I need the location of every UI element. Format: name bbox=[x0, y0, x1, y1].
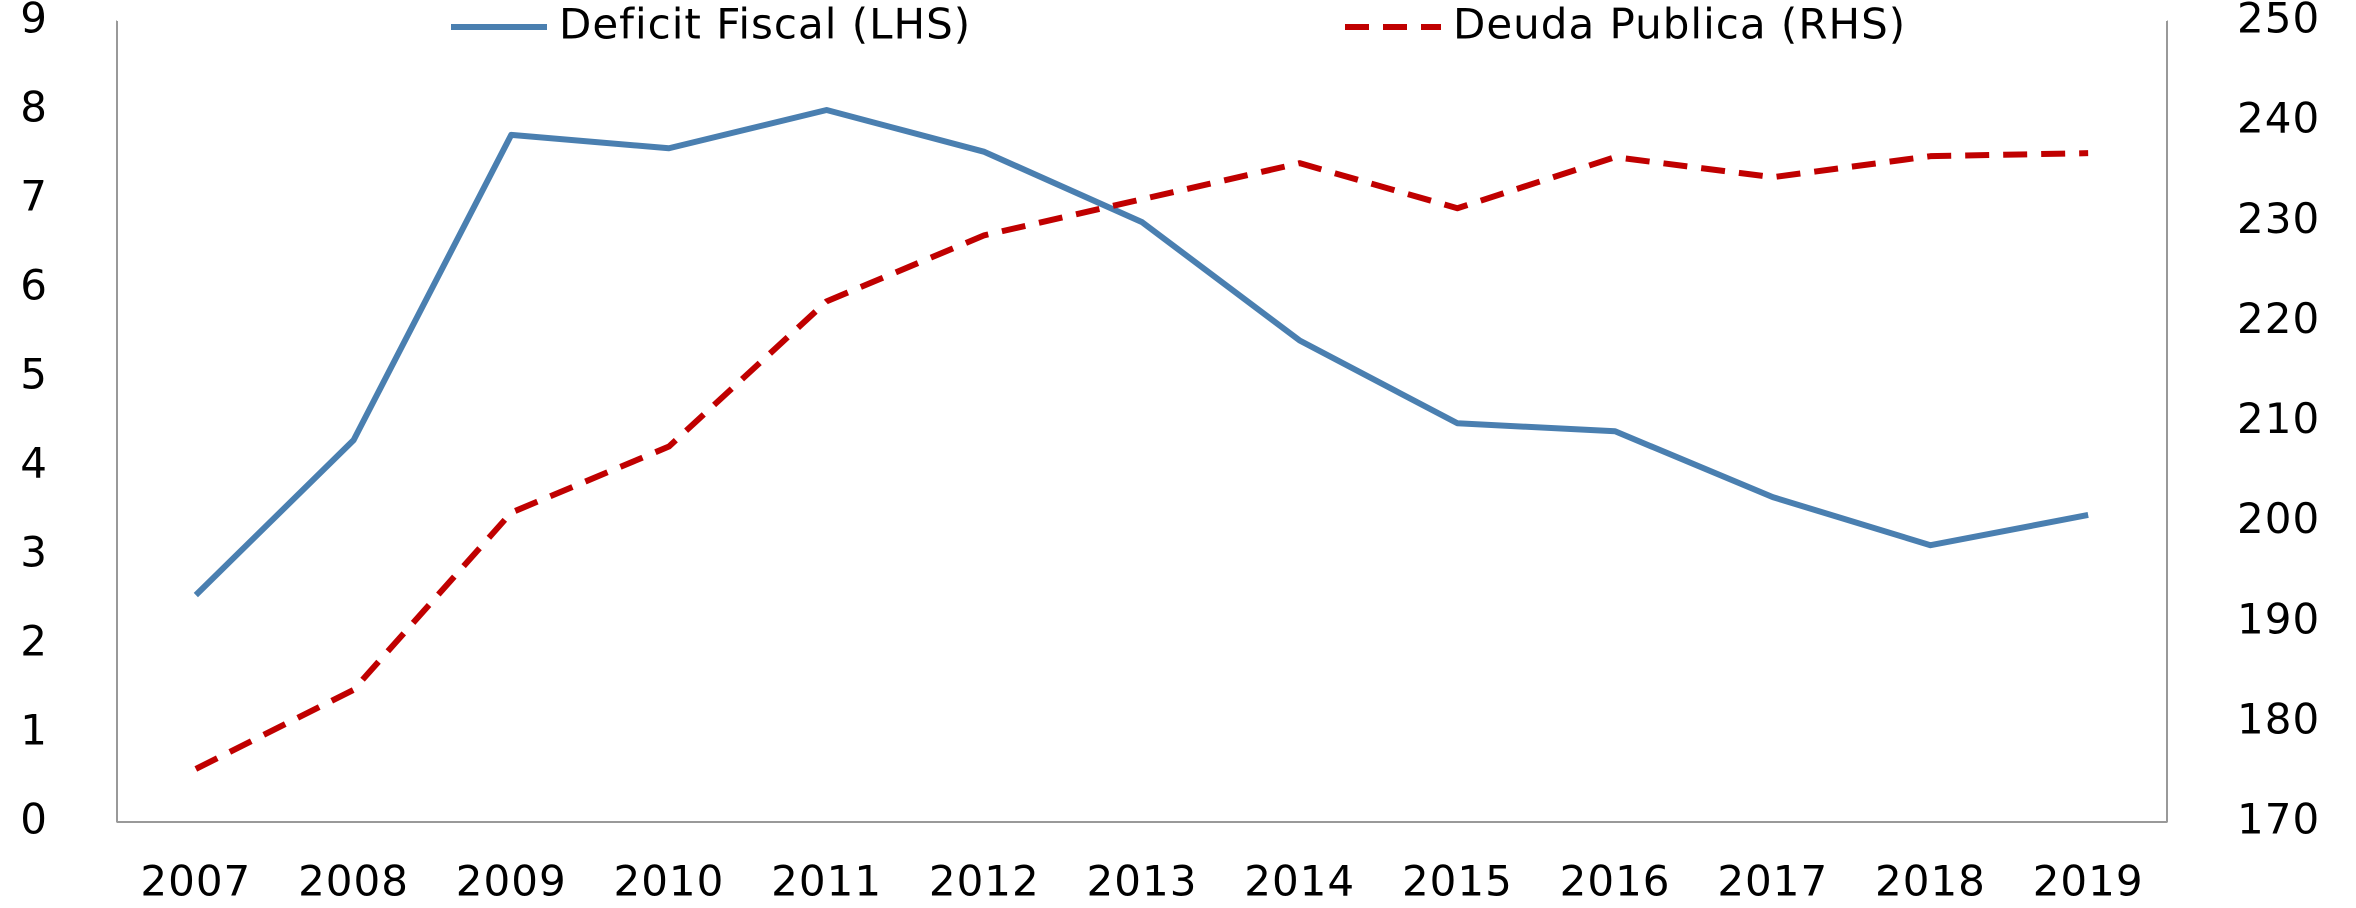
y-tick-label: 0 bbox=[20, 795, 48, 844]
series-line bbox=[194, 150, 2089, 772]
series-line bbox=[193, 107, 2089, 598]
y-tick-label: 7 bbox=[20, 172, 48, 221]
x-tick-label: 2017 bbox=[1717, 857, 1828, 906]
x-tick-label: 2014 bbox=[1244, 857, 1355, 906]
y-tick-label: 6 bbox=[20, 261, 48, 310]
x-tick-label: 2019 bbox=[2033, 857, 2144, 906]
y2-tick-label: 200 bbox=[2237, 494, 2320, 543]
y2-tick-label: 220 bbox=[2237, 294, 2320, 343]
y2-tick-label: 240 bbox=[2237, 94, 2320, 143]
y2-tick-label: 190 bbox=[2237, 594, 2320, 643]
y2-tick-label: 230 bbox=[2237, 194, 2320, 243]
y2-tick-label: 210 bbox=[2237, 394, 2320, 443]
x-tick-label: 2018 bbox=[1875, 857, 1986, 906]
y2-tick-label: 250 bbox=[2237, 0, 2320, 43]
y2-tick-label: 170 bbox=[2237, 795, 2320, 844]
x-tick-label: 2012 bbox=[929, 857, 1040, 906]
y-tick-label: 5 bbox=[20, 350, 48, 399]
x-tick-label: 2009 bbox=[456, 857, 567, 906]
y-tick-label: 9 bbox=[20, 0, 48, 43]
x-tick-label: 2011 bbox=[771, 857, 882, 906]
y-tick-label: 3 bbox=[20, 528, 48, 577]
x-tick-label: 2013 bbox=[1087, 857, 1198, 906]
y-tick-label: 2 bbox=[20, 617, 48, 666]
x-tick-label: 2007 bbox=[140, 857, 251, 906]
y-tick-label: 1 bbox=[20, 706, 48, 755]
x-tick-label: 2010 bbox=[613, 857, 724, 906]
legend-label: Deuda Publica (RHS) bbox=[1453, 0, 1906, 49]
x-tick-label: 2015 bbox=[1402, 857, 1513, 906]
x-tick-label: 2016 bbox=[1560, 857, 1671, 906]
y-tick-label: 4 bbox=[20, 439, 48, 488]
y-tick-label: 8 bbox=[20, 83, 48, 132]
x-tick-label: 2008 bbox=[298, 857, 409, 906]
legend-label: Deficit Fiscal (LHS) bbox=[559, 0, 971, 49]
y2-tick-label: 180 bbox=[2237, 694, 2320, 743]
